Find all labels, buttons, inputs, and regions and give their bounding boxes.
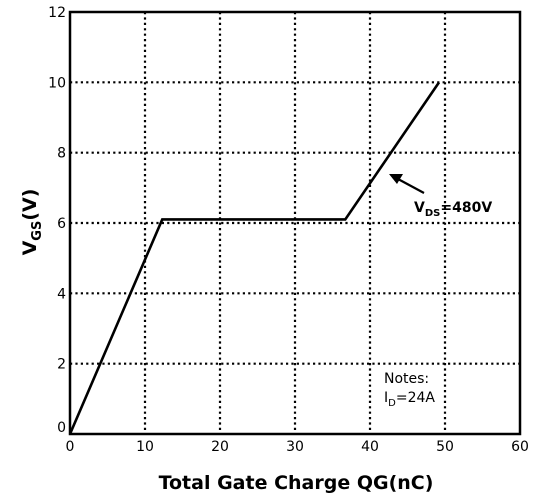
x-axis-label: Total Gate Charge QG(nC) — [159, 472, 434, 494]
x-tick-label: 10 — [136, 439, 154, 455]
y-tick-label: 12 — [48, 5, 66, 21]
x-tick-label: 30 — [286, 439, 304, 455]
x-tick-label: 60 — [511, 439, 529, 455]
vds-arrowhead — [389, 174, 403, 184]
y-axis-label: VGS(V) — [19, 189, 45, 256]
x-tick-label: 40 — [361, 439, 379, 455]
notes-background — [380, 368, 442, 408]
y-tick-label: 0 — [57, 420, 66, 436]
series-group — [68, 81, 441, 435]
notes-id-label: ID=24A — [384, 390, 435, 409]
x-tick-label: 20 — [211, 439, 229, 455]
plot-frame — [68, 10, 522, 436]
notes-title: Notes: — [384, 371, 429, 387]
x-tick-label: 0 — [66, 439, 75, 455]
vds-arrow-line — [397, 178, 425, 194]
y-tick-label: 10 — [48, 75, 66, 91]
notes-box: Notes: ID=24A — [380, 368, 442, 409]
y-tick-label: 8 — [57, 146, 66, 162]
vds-annotation: VDS=480V — [389, 174, 492, 219]
grid-lines — [70, 12, 520, 434]
tick-labels: 0 10 20 30 40 50 60 0 2 4 6 8 10 12 — [48, 5, 529, 455]
vgs-curve — [68, 81, 441, 435]
y-tick-label: 2 — [57, 357, 66, 373]
y-tick-label: 6 — [57, 216, 66, 232]
vds-label: VDS=480V — [414, 200, 492, 219]
y-tick-label: 4 — [57, 286, 66, 302]
x-tick-label: 50 — [436, 439, 454, 455]
